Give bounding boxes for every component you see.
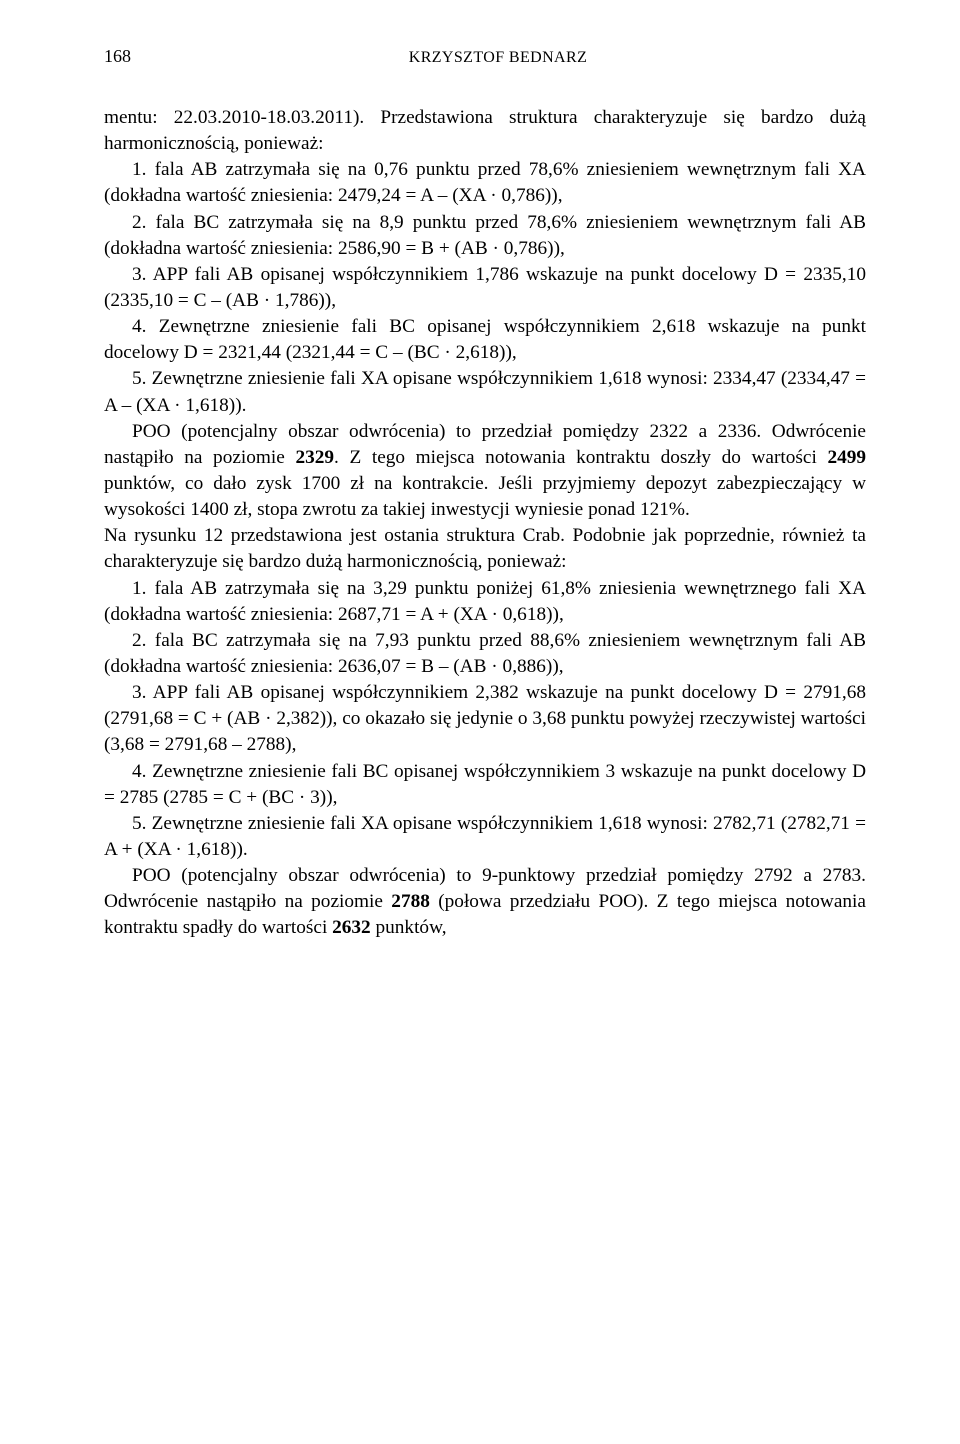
para-item-5: 5. Zewnętrzne zniesienie fali XA opisane… <box>104 366 866 418</box>
poo1-part-c: punktów, co dało zysk 1700 zł na kontrak… <box>104 473 866 520</box>
page-number: 168 <box>104 46 131 67</box>
poo2-bold-1: 2788 <box>391 891 430 912</box>
para-item-4: 4. Zewnętrzne zniesienie fali BC opisane… <box>104 314 866 366</box>
para-poo-1: POO (potencjalny obszar odwrócenia) to p… <box>104 419 866 524</box>
poo1-part-b: . Z tego miejsca notowania kontraktu dos… <box>334 447 827 468</box>
poo2-bold-2: 2632 <box>332 917 371 938</box>
para-item2-1: 1. fala AB zatrzymała się na 3,29 punktu… <box>104 576 866 628</box>
para-item2-4: 4. Zewnętrzne zniesienie fali BC opisane… <box>104 759 866 811</box>
poo1-bold-2: 2499 <box>827 447 866 468</box>
para-fig12: Na rysunku 12 przedstawiona jest ostania… <box>104 523 866 575</box>
para-item2-3: 3. APP fali AB opisanej współczynnikiem … <box>104 680 866 758</box>
poo1-bold-1: 2329 <box>295 447 334 468</box>
para-intro: mentu: 22.03.2010-18.03.2011). Przedstaw… <box>104 105 866 157</box>
para-item-2: 2. fala BC zatrzymała się na 8,9 punktu … <box>104 210 866 262</box>
para-item2-2: 2. fala BC zatrzymała się na 7,93 punktu… <box>104 628 866 680</box>
para-poo-2: POO (potencjalny obszar odwrócenia) to 9… <box>104 863 866 941</box>
body-text: mentu: 22.03.2010-18.03.2011). Przedstaw… <box>104 105 866 942</box>
page: 168 KRZYSZTOF BEDNARZ mentu: 22.03.2010-… <box>0 0 960 1444</box>
running-header: 168 KRZYSZTOF BEDNARZ <box>104 46 866 67</box>
poo2-part-c: punktów, <box>371 917 447 938</box>
para-item2-5: 5. Zewnętrzne zniesienie fali XA opisane… <box>104 811 866 863</box>
para-item-3: 3. APP fali AB opisanej współczynnikiem … <box>104 262 866 314</box>
para-item-1: 1. fala AB zatrzymała się na 0,76 punktu… <box>104 157 866 209</box>
running-author: KRZYSZTOF BEDNARZ <box>409 49 588 67</box>
